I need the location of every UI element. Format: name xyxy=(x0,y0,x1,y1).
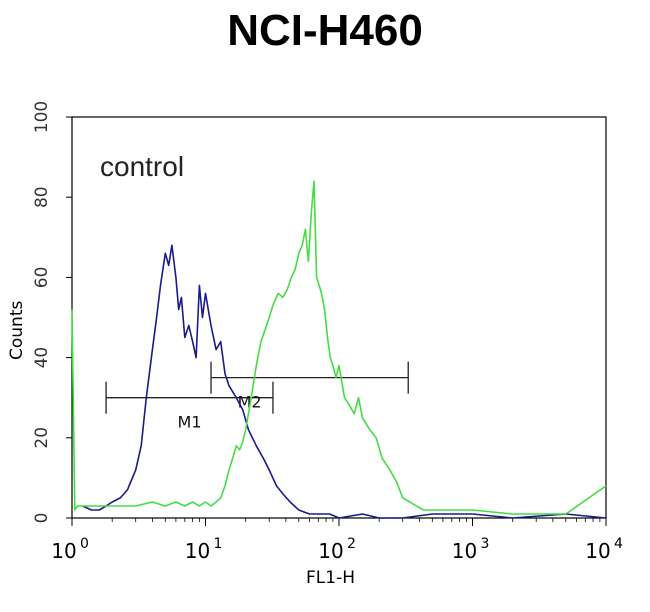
gate-label: M2 xyxy=(238,393,262,412)
y-tick-label: 60 xyxy=(32,267,52,289)
x-tick-exponent: 4 xyxy=(614,536,623,552)
marker-gates: M1 M2 xyxy=(105,361,409,432)
x-axis-label: FL1-H xyxy=(306,568,355,588)
y-axis: 0 20 40 60 80 100 xyxy=(32,101,72,524)
y-tick-label: 80 xyxy=(32,186,52,208)
x-tick-label: 10 xyxy=(185,539,210,563)
series-line-1 xyxy=(82,244,607,519)
x-axis: 10 0 10 1 10 2 10 3 10 4 xyxy=(51,518,623,563)
series-layer xyxy=(71,180,607,519)
y-tick-label: 20 xyxy=(32,427,52,449)
y-tick-label: 0 xyxy=(32,513,52,524)
chart-title: NCI-H460 xyxy=(227,6,423,55)
x-tick-exponent: 3 xyxy=(481,536,490,552)
annotation-text: control xyxy=(100,151,184,182)
x-tick-label: 10 xyxy=(452,539,477,563)
x-tick-label: 10 xyxy=(51,539,76,563)
gate-m2: M2 xyxy=(210,361,409,412)
y-axis-label: Counts xyxy=(7,301,27,360)
x-tick-exponent: 1 xyxy=(214,536,223,552)
gate-label: M1 xyxy=(178,413,202,432)
y-tick-label: 40 xyxy=(32,347,52,369)
gate-m1: M1 xyxy=(105,381,274,432)
x-tick-label: 10 xyxy=(585,539,610,563)
x-tick-label: 10 xyxy=(318,539,343,563)
x-tick-exponent: 2 xyxy=(347,536,356,552)
x-tick-exponent: 0 xyxy=(80,536,89,552)
series-line-2 xyxy=(71,180,607,515)
y-tick-label: 100 xyxy=(32,101,52,133)
